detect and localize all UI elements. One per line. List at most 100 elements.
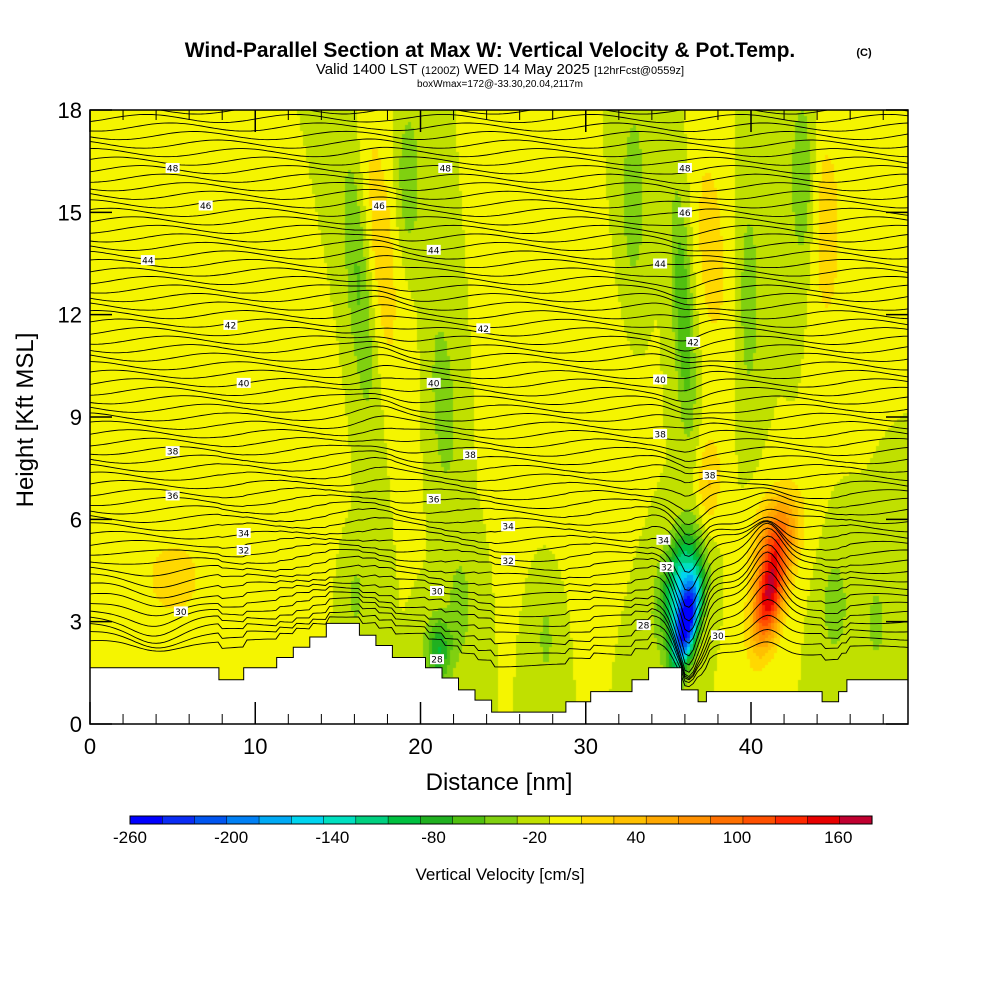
contour-label-42: 42: [223, 319, 238, 331]
isentrope-line: [90, 603, 908, 681]
isentrope-line: [90, 97, 908, 106]
contour-label-44: 44: [653, 258, 668, 270]
isentrope-line: [90, 616, 908, 688]
contour-label-text: 38: [654, 431, 666, 441]
contour-label-text: 40: [654, 376, 666, 386]
contour-label-background: [236, 527, 251, 538]
isentrope-line: [90, 266, 908, 278]
isentrope-line: [90, 551, 908, 657]
contour-label-text: 46: [679, 209, 691, 219]
contour-label-44: 44: [140, 255, 155, 267]
contour-label-48: 48: [165, 162, 180, 174]
isentrope-line: [90, 216, 908, 226]
isentrope-line: [90, 398, 908, 415]
isentrope-line: [90, 245, 908, 260]
contour-label-34: 34: [501, 521, 516, 533]
contour-label-38: 38: [653, 429, 668, 441]
contour-label-44: 44: [426, 244, 441, 256]
contour-label-background: [173, 606, 188, 617]
contour-label-background: [438, 162, 453, 173]
colorbar-tick-label: 100: [723, 828, 751, 847]
contour-label-text: 32: [238, 547, 249, 557]
isentrope-line: [90, 610, 908, 684]
colorbar-tick-label: 160: [824, 828, 852, 847]
contour-label-46: 46: [198, 200, 213, 212]
contour-label-text: 38: [704, 471, 716, 481]
contour-label-38: 38: [165, 446, 180, 458]
colorbar-swatch: [807, 815, 841, 825]
isentrope-line: [90, 182, 908, 193]
contour-label-background: [653, 258, 668, 269]
colorbar-swatch: [194, 815, 228, 825]
contour-label-text: 30: [175, 608, 187, 618]
isentrope-line: [90, 156, 908, 166]
colorbar-tick-label: -200: [214, 828, 248, 847]
contour-label-text: 40: [428, 379, 440, 389]
colorbar-tick-label: 40: [626, 828, 645, 847]
contour-label-28: 28: [636, 620, 651, 632]
contour-label-text: 48: [679, 164, 691, 174]
colorbar-swatch: [710, 815, 744, 825]
contour-label-background: [140, 255, 155, 266]
contour-label-38: 38: [702, 469, 717, 481]
contour-label-background: [430, 585, 445, 596]
colorbar-swatch: [678, 815, 712, 825]
box-wmax-note: boxWmax=172@-33.30,20.04,2117m: [417, 79, 583, 90]
contour-label-text: 40: [238, 379, 250, 389]
colorbar-swatch: [549, 815, 583, 825]
contour-label-background: [659, 562, 674, 573]
y-tick-label: 3: [70, 610, 82, 635]
contour-label-text: 28: [638, 622, 650, 632]
isentrope-line: [90, 146, 908, 158]
contour-label-background: [677, 162, 692, 173]
contour-label-background: [426, 244, 441, 255]
valid-date: WED 14 May 2025: [464, 61, 590, 78]
isentrope-line: [90, 206, 908, 217]
contour-label-text: 38: [464, 451, 476, 461]
contour-label-32: 32: [659, 562, 674, 574]
contour-label-background: [426, 377, 441, 388]
y-tick-label: 12: [58, 303, 82, 328]
vertical-velocity-heatmap: [90, 110, 908, 724]
isentrope-line: [90, 520, 908, 573]
isentrope-line: [90, 527, 908, 622]
colorbar-swatch: [484, 815, 518, 825]
contour-label-40: 40: [426, 377, 441, 389]
valid-time-utc: (1200Z): [421, 65, 460, 77]
contour-label-32: 32: [236, 545, 251, 557]
contour-label-background: [710, 630, 725, 641]
valid-time: Valid 1400 LST: [316, 61, 417, 78]
contour-label-text: 32: [502, 557, 513, 567]
contour-label-background: [165, 490, 180, 501]
x-tick-label: 40: [739, 734, 763, 759]
contour-label-background: [463, 449, 478, 460]
contour-label-30: 30: [710, 630, 725, 642]
isentrope-line: [90, 508, 908, 546]
isentrope-line: [90, 560, 908, 666]
colorbar-swatch: [581, 815, 615, 825]
contour-label-34: 34: [236, 527, 251, 539]
isentrope-line: [90, 224, 908, 237]
valid-time-line: Valid 1400 LST (1200Z) WED 14 May 2025 […: [316, 61, 684, 78]
terrain-mask: [90, 622, 908, 724]
x-tick-label: 0: [84, 734, 96, 759]
contour-label-48: 48: [677, 162, 692, 174]
colorbar-swatch: [355, 815, 389, 825]
x-axis-label: Distance [nm]: [426, 769, 573, 796]
isentrope-line: [90, 289, 908, 306]
contour-label-background: [636, 620, 651, 631]
contour-label-background: [476, 323, 491, 334]
contour-label-background: [501, 555, 516, 566]
contour-label-text: 34: [658, 536, 670, 546]
contour-label-background: [686, 336, 701, 347]
contour-label-46: 46: [677, 207, 692, 219]
isentrope-line: [90, 284, 908, 299]
isentrope-line: [90, 335, 908, 352]
isentrope-line: [90, 492, 908, 526]
forecast-info: [12hrFcst@0559z]: [594, 65, 684, 77]
isentrope-line: [90, 138, 908, 149]
contour-label-background: [223, 319, 238, 330]
contour-label-background: [236, 377, 251, 388]
contour-label-text: 30: [431, 587, 443, 597]
